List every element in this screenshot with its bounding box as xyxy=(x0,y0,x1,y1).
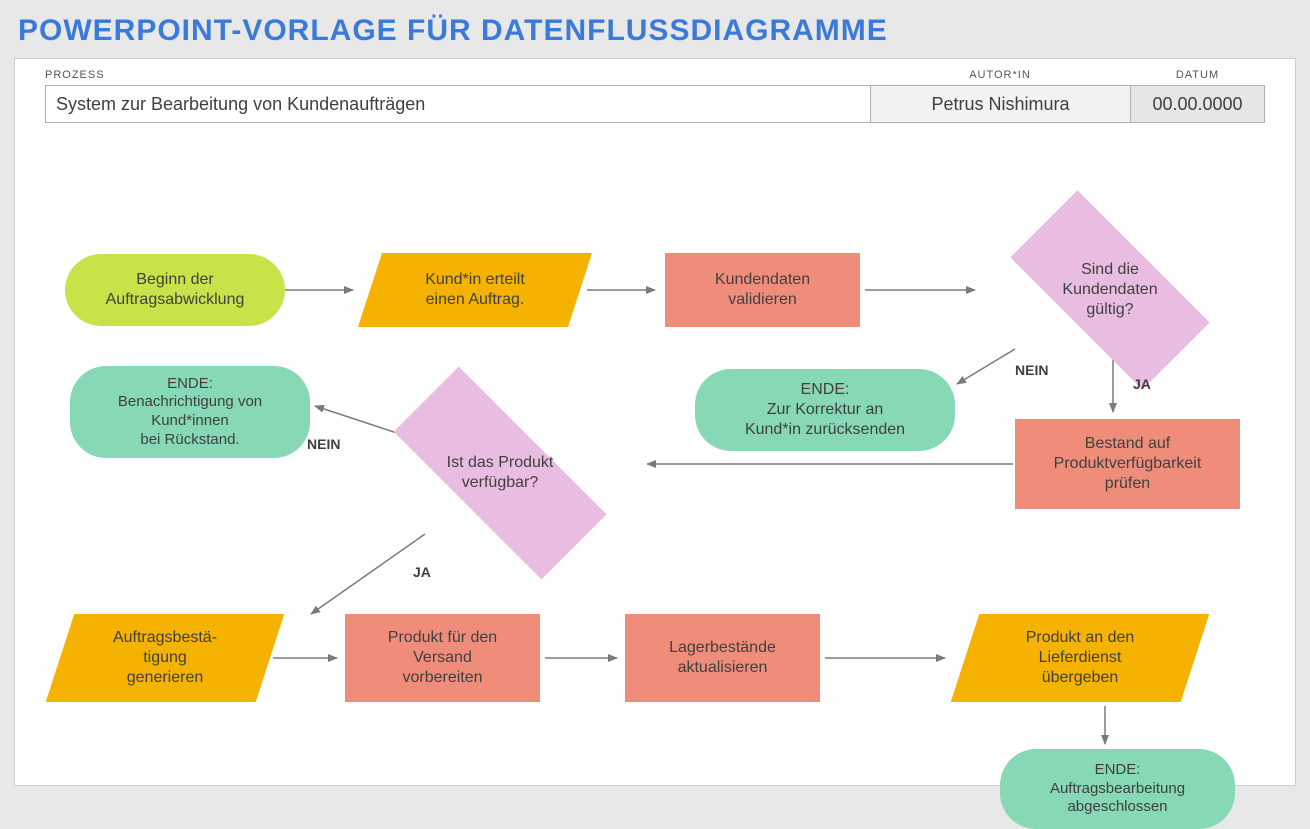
node-check_inv: Bestand aufProduktverfügbarkeitprüfen xyxy=(1015,419,1240,509)
node-validate: Kundendatenvalidieren xyxy=(665,253,860,327)
page-title: POWERPOINT-VORLAGE FÜR DATENFLUSSDIAGRAM… xyxy=(0,0,1310,58)
node-valid_q: Sind dieKundendatengültig? xyxy=(980,224,1240,356)
edge-label: NEIN xyxy=(307,436,340,452)
edge-label: JA xyxy=(413,564,431,580)
node-prep_ship: Produkt für denVersandvorbereiten xyxy=(345,614,540,702)
node-update_inv: Lagerbeständeaktualisieren xyxy=(625,614,820,702)
node-avail_q: Ist das Produktverfügbar? xyxy=(355,409,645,537)
label-process: PROZESS xyxy=(45,69,870,81)
node-order: Kund*in erteilteinen Auftrag. xyxy=(370,253,580,327)
node-start: Beginn derAuftragsabwicklung xyxy=(65,254,285,326)
header-values: System zur Bearbeitung von Kundenaufträg… xyxy=(45,85,1265,123)
node-end_return: ENDE:Zur Korrektur anKund*in zurücksende… xyxy=(695,369,955,451)
edge-label: NEIN xyxy=(1015,362,1048,378)
node-end_backorder: ENDE:Benachrichtigung vonKund*innenbei R… xyxy=(70,366,310,458)
value-process: System zur Bearbeitung von Kundenaufträg… xyxy=(46,86,871,122)
flowchart-canvas: Beginn derAuftragsabwicklung Kund*in erte… xyxy=(15,144,1295,785)
header-labels: PROZESS AUTOR*IN DATUM xyxy=(15,59,1295,85)
value-date: 00.00.0000 xyxy=(1131,86,1264,122)
node-end_done: ENDE:Auftragsbearbeitungabgeschlossen xyxy=(1000,749,1235,829)
edge-label: JA xyxy=(1133,376,1151,392)
node-gen_conf: Auftragsbestä-tigunggenerieren xyxy=(60,614,270,702)
label-author: AUTOR*IN xyxy=(870,69,1130,81)
main-panel: PROZESS AUTOR*IN DATUM System zur Bearbe… xyxy=(14,58,1296,786)
node-deliver: Produkt an denLieferdienstübergeben xyxy=(965,614,1195,702)
value-author: Petrus Nishimura xyxy=(871,86,1131,122)
label-date: DATUM xyxy=(1130,69,1265,81)
